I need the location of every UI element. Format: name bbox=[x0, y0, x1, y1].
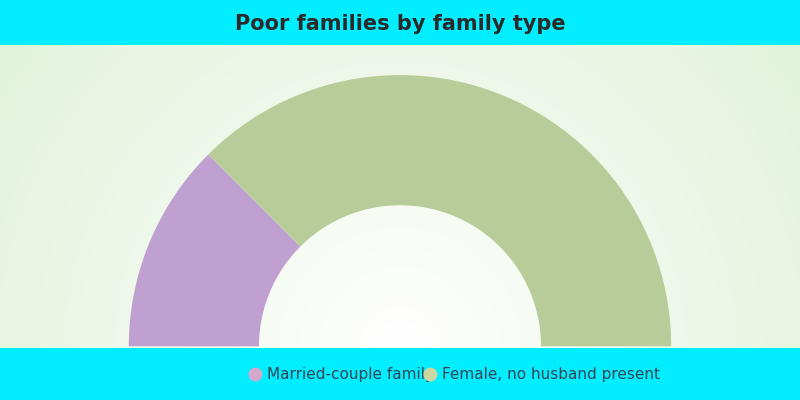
Text: Married-couple family: Married-couple family bbox=[267, 366, 434, 382]
Bar bbox=[0, 0, 800, 45]
Polygon shape bbox=[129, 154, 300, 346]
Text: Poor families by family type: Poor families by family type bbox=[234, 14, 566, 34]
Text: Female, no husband present: Female, no husband present bbox=[442, 366, 660, 382]
Bar bbox=[0, 348, 800, 400]
Polygon shape bbox=[208, 75, 671, 346]
Text: City-Data.com: City-Data.com bbox=[648, 78, 732, 92]
